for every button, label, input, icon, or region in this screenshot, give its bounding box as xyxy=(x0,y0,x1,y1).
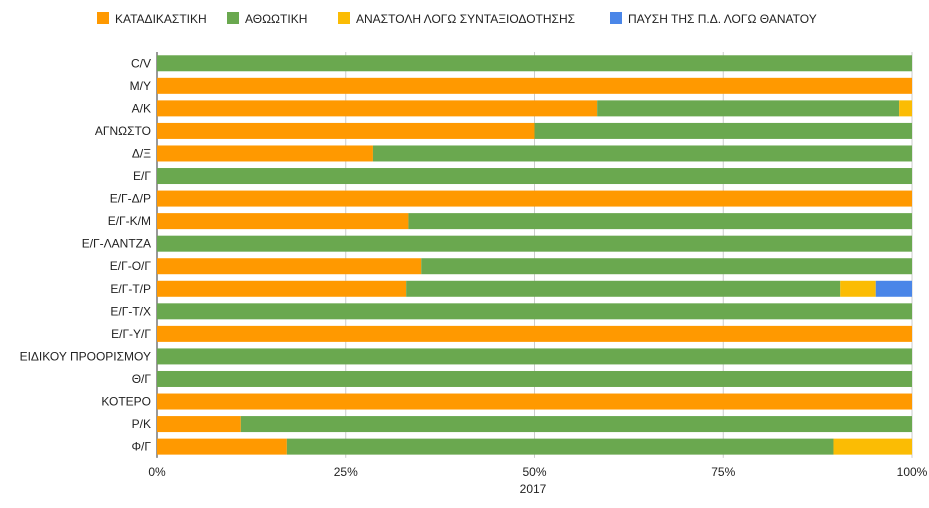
category-label: Ε/Γ-Υ/Γ xyxy=(111,327,151,341)
bar-segment xyxy=(406,280,841,297)
bar-segment xyxy=(157,280,407,297)
bar-segment xyxy=(408,213,912,230)
x-axis-labels: 0% 25% 50% 75% 100% xyxy=(148,465,927,479)
bar-segment xyxy=(157,303,912,320)
bar-segment xyxy=(286,438,834,455)
category-label: Ε/Γ-ΛΑΝΤΖΑ xyxy=(82,237,151,251)
legend-swatch xyxy=(227,12,239,24)
legend-swatch xyxy=(338,12,350,24)
bar-segment xyxy=(534,122,912,139)
x-tick-label: 0% xyxy=(148,465,166,479)
bar-segment xyxy=(899,100,912,117)
category-label: Φ/Γ xyxy=(131,440,151,454)
category-label: Θ/Γ xyxy=(132,372,152,386)
gridlines xyxy=(156,52,913,458)
category-label: Ε/Γ-Τ/Χ xyxy=(110,304,151,318)
category-label: Ρ/Κ xyxy=(132,417,151,431)
legend-swatch xyxy=(610,12,622,24)
bar-segment xyxy=(157,370,912,387)
bar-segment xyxy=(157,168,912,185)
bar-segment xyxy=(157,145,373,162)
bar-segment xyxy=(157,122,535,139)
bar-segment xyxy=(157,100,598,117)
bar-segment xyxy=(157,258,422,275)
legend-swatch xyxy=(97,12,109,24)
bar-segment xyxy=(157,235,912,252)
category-label: Ε/Γ-Δ/Ρ xyxy=(110,192,151,206)
bar-segment xyxy=(840,280,876,297)
category-label: Ε/Γ xyxy=(133,169,151,183)
bar-segment xyxy=(157,55,912,72)
bar-segment xyxy=(240,416,912,433)
x-tick-label: 50% xyxy=(522,465,546,479)
category-label: Ε/Γ-Ο/Γ xyxy=(110,259,152,273)
x-tick-label: 75% xyxy=(711,465,735,479)
legend-label: ΑΝΑΣΤΟΛΗ ΛΟΓΩ ΣΥΝΤΑΞΙΟΔΟΤΗΣΗΣ xyxy=(356,12,575,26)
bar-segment xyxy=(833,438,912,455)
bars xyxy=(157,55,912,455)
category-label: M/Y xyxy=(130,79,151,93)
x-axis-title: 2017 xyxy=(520,482,547,496)
category-label: Ε/Γ-Κ/Μ xyxy=(108,214,151,228)
legend-label: ΠΑΥΣΗ ΤΗΣ Π.Δ. ΛΟΓΩ ΘΑΝΑΤΟΥ xyxy=(628,12,817,26)
legend-label: ΑΘΩΩΤΙΚΗ xyxy=(245,12,307,26)
bar-segment xyxy=(157,77,912,94)
bar-segment xyxy=(157,190,912,207)
bar-segment xyxy=(421,258,912,275)
bar-segment xyxy=(372,145,912,162)
bar-segment xyxy=(157,213,409,230)
y-axis-labels: C/V M/Y A/K ΑΓΝΩΣΤΟ Δ/Ξ Ε/Γ Ε/Γ-Δ/Ρ Ε/Γ-Κ/Μ Ε/Γ-… xyxy=(20,56,152,453)
bar-segment xyxy=(157,325,912,342)
bar-segment xyxy=(597,100,900,117)
category-label: C/V xyxy=(131,56,151,70)
bar-segment xyxy=(157,416,241,433)
category-label: ΑΓΝΩΣΤΟ xyxy=(95,124,151,138)
category-label: Δ/Ξ xyxy=(132,146,151,160)
bar-segment xyxy=(157,393,912,410)
category-label: Ε/Γ-Τ/Ρ xyxy=(110,282,151,296)
category-label: ΕΙΔΙΚΟΥ ΠΡΟΟΡΙΣΜΟΥ xyxy=(20,349,151,363)
legend: ΚΑΤΑΔΙΚΑΣΤΙΚΗ ΑΘΩΩΤΙΚΗ ΑΝΑΣΤΟΛΗ ΛΟΓΩ ΣΥΝΤΑ… xyxy=(97,12,817,26)
x-tick-label: 100% xyxy=(897,465,928,479)
category-label: A/K xyxy=(132,101,151,115)
x-tick-label: 25% xyxy=(334,465,358,479)
category-label: ΚΟΤΕΡΟ xyxy=(101,395,151,409)
legend-label: ΚΑΤΑΔΙΚΑΣΤΙΚΗ xyxy=(115,12,207,26)
bar-segment xyxy=(157,348,912,365)
bar-segment xyxy=(157,438,287,455)
bar-segment xyxy=(875,280,912,297)
